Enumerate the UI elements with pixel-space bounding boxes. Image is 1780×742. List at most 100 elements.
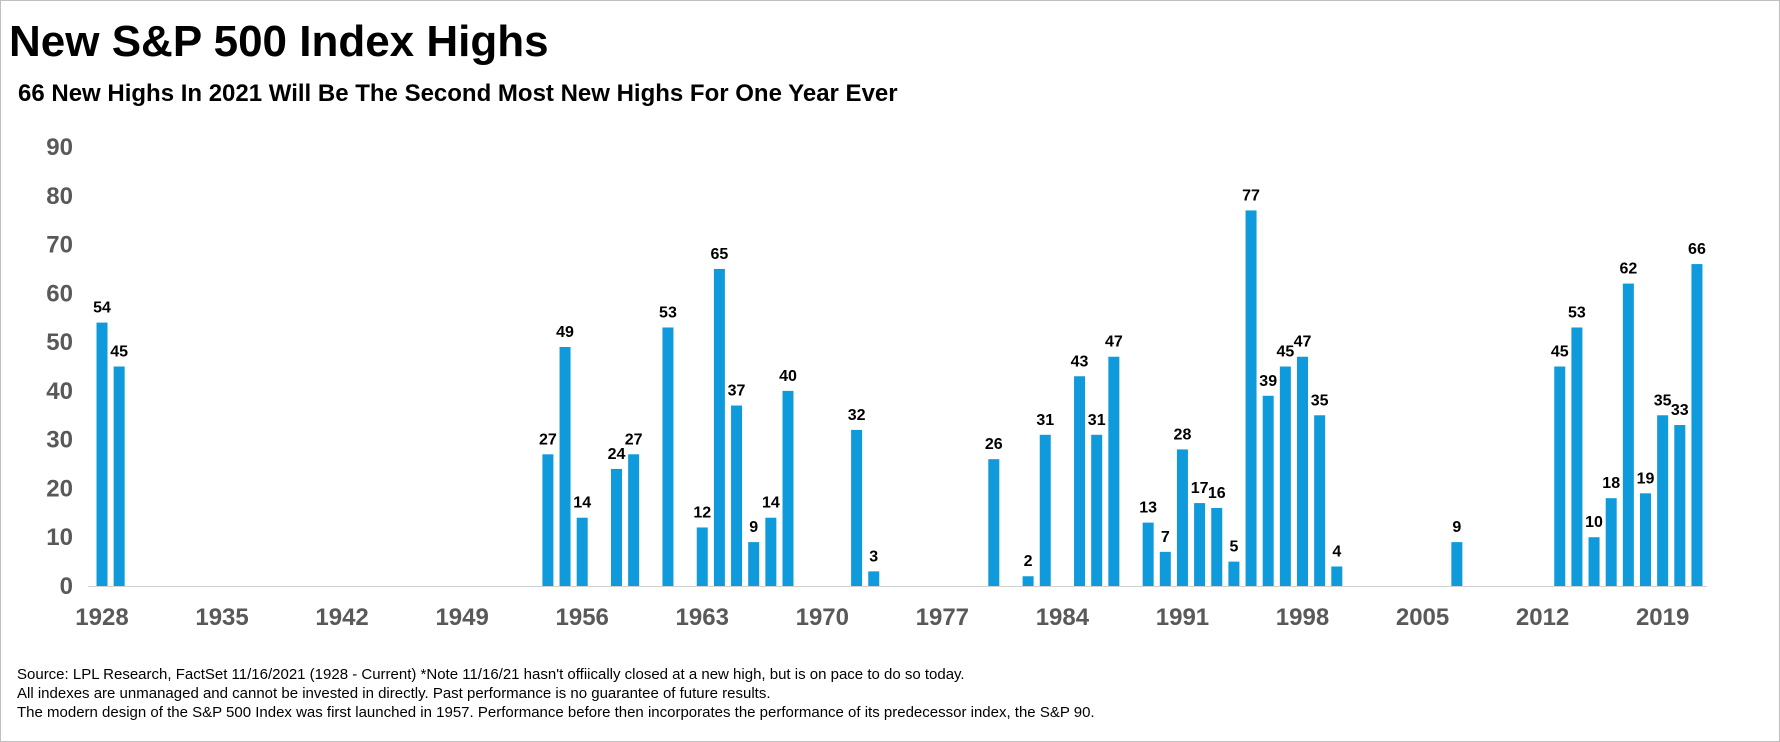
data-label: 35 [1311,392,1329,409]
bar [1571,327,1583,586]
x-tick-label: 1956 [556,604,609,631]
bar [1074,376,1086,586]
bar [765,517,777,586]
bar [731,405,743,586]
data-label: 17 [1191,480,1209,497]
data-label: 35 [1654,392,1672,409]
x-tick-label: 1970 [796,604,849,631]
bar [1640,493,1651,586]
bar [1159,551,1171,586]
y-tick-label: 20 [46,475,73,502]
x-tick-label: 1991 [1156,604,1209,631]
bar [1622,283,1634,586]
x-tick-label: 1935 [195,604,248,631]
data-label: 16 [1208,485,1226,502]
data-label: 14 [762,495,780,512]
data-label: 12 [693,504,711,521]
bar [868,571,880,586]
data-label: 47 [1294,334,1312,351]
bar [1314,415,1326,586]
bar [1297,356,1308,586]
bar [1588,537,1600,586]
bar [662,327,674,586]
bar [559,346,571,586]
data-label: 53 [659,304,677,321]
y-tick-label: 30 [46,427,73,454]
footnote-disclaimer: All indexes are unmanaged and cannot be … [17,685,771,702]
data-label: 28 [1174,426,1192,443]
bar [988,459,1000,586]
data-label: 13 [1139,500,1157,517]
data-label: 9 [749,519,758,536]
data-label: 39 [1259,373,1277,390]
y-tick-label: 50 [46,329,73,356]
data-label: 45 [110,344,128,361]
y-tick-label: 70 [46,232,73,259]
data-label: 47 [1105,334,1123,351]
bar [1194,503,1206,586]
data-label: 40 [779,368,797,385]
y-tick-label: 90 [46,134,73,161]
data-label: 53 [1568,304,1586,321]
x-tick-label: 1949 [435,604,488,631]
footnote-index-history: The modern design of the S&P 500 Index w… [17,704,1095,721]
bar [1176,449,1188,586]
bar [1657,415,1669,586]
footnotes: Source: LPL Research, FactSet 11/16/2021… [17,665,1095,722]
data-label: 4 [1332,543,1341,560]
bar [1022,576,1034,586]
y-tick-label: 0 [60,573,73,600]
data-label: 14 [573,495,591,512]
data-label: 18 [1602,475,1620,492]
bar [628,454,640,586]
data-label: 19 [1637,470,1655,487]
x-tick-label: 1998 [1276,604,1329,631]
y-tick-label: 60 [46,280,73,307]
bar [1279,366,1291,586]
x-tick-label: 1942 [315,604,368,631]
data-label: 7 [1161,529,1170,546]
data-label: 62 [1619,261,1637,278]
bar [1211,507,1223,586]
bar [1674,425,1686,586]
x-tick-label: 1984 [1036,604,1090,631]
data-label: 3 [869,548,878,565]
bar [713,268,725,586]
bar [1108,356,1120,586]
data-label: 66 [1688,241,1706,258]
x-tick-label: 1963 [676,604,729,631]
bar [782,390,794,586]
data-label: 33 [1671,402,1689,419]
bar [1142,522,1154,586]
bar [1228,561,1240,586]
y-tick-label: 10 [46,524,73,551]
data-label: 5 [1229,539,1238,556]
bar [96,322,108,586]
bar [1262,395,1274,586]
bar [851,429,863,586]
data-label: 45 [1276,344,1294,361]
chart-title: New S&P 500 Index Highs [9,17,549,66]
bar [696,527,708,586]
bar [1691,264,1703,586]
data-label: 27 [539,431,557,448]
bar [1039,434,1051,586]
footnote-source: Source: LPL Research, FactSet 11/16/2021… [17,666,965,683]
data-label: 32 [848,407,866,424]
bar [113,366,125,586]
data-label: 24 [608,446,626,463]
bar [576,517,588,586]
data-label: 77 [1242,187,1260,204]
data-label: 10 [1585,514,1603,531]
bar [611,468,622,586]
data-label: 31 [1036,412,1054,429]
y-tick-label: 40 [46,378,73,405]
bar [1554,366,1566,586]
bar [1331,566,1343,586]
x-tick-label: 1928 [75,604,128,631]
data-label: 45 [1551,344,1569,361]
bar [1245,210,1257,586]
chart-subtitle: 66 New Highs In 2021 Will Be The Second … [18,80,898,107]
data-label: 37 [728,383,746,400]
